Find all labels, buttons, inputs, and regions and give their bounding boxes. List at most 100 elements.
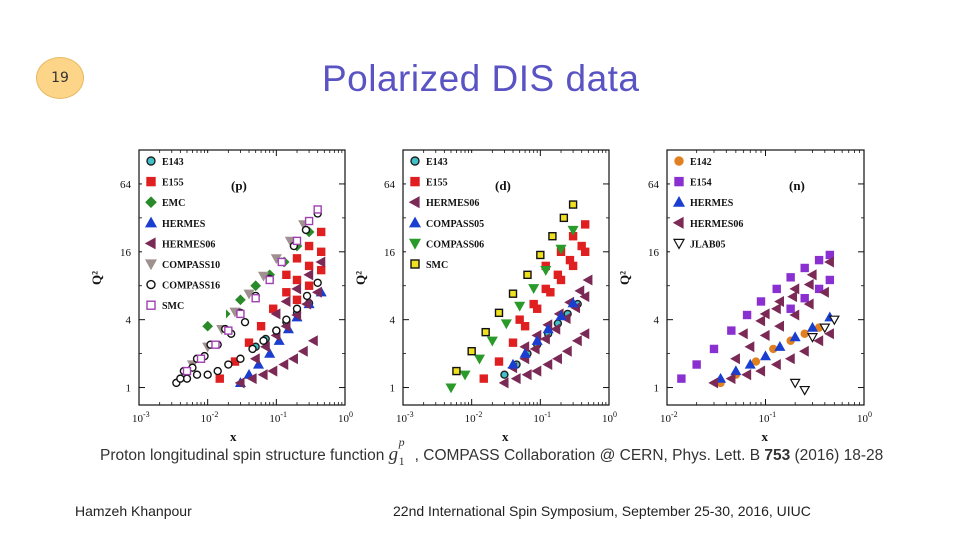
data-point <box>282 288 291 297</box>
data-point <box>304 216 314 226</box>
data-point <box>553 270 563 280</box>
data-point <box>268 304 278 313</box>
data-point <box>500 319 512 330</box>
data-point <box>789 283 800 295</box>
series-e154 <box>677 250 835 383</box>
data-point <box>559 213 569 223</box>
data-point <box>755 315 766 327</box>
data-point <box>560 312 571 324</box>
x-tick-label: 100 <box>338 410 353 425</box>
y-tick-label: 16 <box>120 247 132 259</box>
legend-marker <box>146 279 156 290</box>
data-point <box>803 279 814 291</box>
data-point <box>280 320 291 332</box>
data-point <box>292 304 302 313</box>
y-tick-label: 1 <box>654 383 660 395</box>
data-point <box>292 254 302 263</box>
series-hermes06 <box>234 256 326 389</box>
data-point <box>528 284 540 294</box>
x-tick-base: 10 <box>396 413 408 425</box>
data-point <box>582 274 593 286</box>
data-point <box>249 353 260 365</box>
legend-label: COMPASS16 <box>162 281 220 292</box>
data-point <box>730 353 740 365</box>
data-point <box>292 275 302 285</box>
x-tick-label: 100 <box>857 410 872 425</box>
data-point <box>789 331 801 342</box>
data-point <box>814 255 824 265</box>
data-point <box>755 365 766 377</box>
legend-label: HERMES <box>162 219 206 230</box>
data-point <box>550 323 561 335</box>
series-e155 <box>215 227 326 383</box>
data-point <box>303 269 314 281</box>
data-point <box>770 359 781 371</box>
x-tick-base: 10 <box>338 413 350 425</box>
legend-label: E143 <box>426 157 448 168</box>
data-point <box>571 335 582 347</box>
series-compass05 <box>507 297 579 369</box>
data-point <box>770 303 781 315</box>
legend-marker <box>146 176 156 187</box>
caption-text-after: (2016) 18-28 <box>790 447 884 464</box>
legend-marker <box>674 176 684 187</box>
data-point <box>727 326 736 335</box>
x-tick-label: 10-3 <box>132 410 150 425</box>
data-point <box>252 358 265 369</box>
data-point <box>708 377 719 389</box>
legend: E143 E155 HERMES06 COMPASS05 COMPASS06 SMC <box>406 153 490 278</box>
data-point <box>756 297 766 306</box>
data-point <box>744 341 755 353</box>
data-point <box>798 345 809 357</box>
data-point <box>280 295 291 308</box>
data-point <box>176 374 185 383</box>
x-tick-exponent: -3 <box>143 410 150 419</box>
data-point <box>182 374 192 383</box>
legend-label: E155 <box>162 178 184 189</box>
x-tick-base: 10 <box>465 413 477 425</box>
data-point <box>494 308 504 318</box>
x-tick-base: 10 <box>857 413 869 425</box>
data-point <box>236 309 245 319</box>
legend-label: HERMES06 <box>162 239 215 250</box>
x-tick-exponent: 0 <box>868 410 872 419</box>
data-point <box>272 326 281 335</box>
x-axis-label: x <box>762 429 769 444</box>
data-point <box>523 270 532 280</box>
data-point <box>555 244 567 255</box>
data-point <box>677 374 686 383</box>
legend-marker <box>672 238 686 250</box>
data-point <box>521 369 532 381</box>
panel-label: (p) <box>231 178 247 193</box>
data-point <box>250 280 262 292</box>
data-point <box>292 295 302 305</box>
legend-background <box>406 153 490 278</box>
data-point <box>744 358 756 369</box>
data-point <box>234 377 245 389</box>
data-point <box>236 354 245 363</box>
y-tick-label: 4 <box>390 315 396 327</box>
data-point <box>273 335 285 345</box>
data-point <box>307 335 318 347</box>
legend: E142 E154 HERMES HERMES06 JLAB05 <box>670 153 754 258</box>
panel-label: (d) <box>495 178 511 193</box>
x-tick-exponent: -1 <box>280 410 287 419</box>
data-point <box>514 301 526 312</box>
data-point <box>213 366 222 376</box>
data-point <box>774 341 786 351</box>
legend-marker <box>410 176 420 187</box>
footer-conference: 22nd International Spin Symposium, Septe… <box>393 503 811 519</box>
y-tick-label: 16 <box>384 247 396 259</box>
caption-volume: 753 <box>764 447 791 464</box>
data-point <box>725 373 736 385</box>
data-point <box>737 328 748 340</box>
legend-label: HERMES06 <box>426 198 479 209</box>
data-point <box>567 225 579 236</box>
plot-frame <box>138 149 346 406</box>
data-point <box>196 354 206 363</box>
x-tick-label: 10-1 <box>269 410 287 425</box>
footer-author: Hamzeh Khanpour <box>75 503 192 519</box>
x-axis-label: x <box>230 429 237 444</box>
data-point <box>259 336 268 345</box>
